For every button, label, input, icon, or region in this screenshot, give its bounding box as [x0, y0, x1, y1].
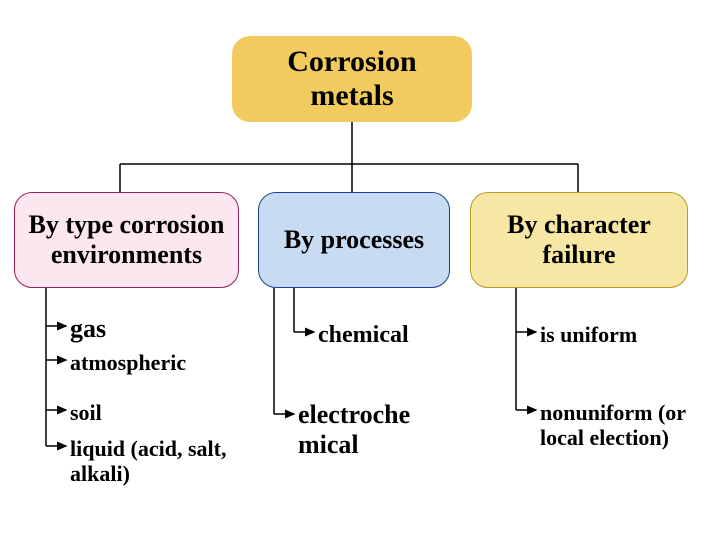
leaf-soil: soil: [70, 400, 102, 425]
category-label: By type corrosion environments: [25, 210, 228, 270]
leaf-liquid: liquid (acid, salt, alkali): [70, 436, 280, 487]
leaf-uniform: is uniform: [540, 322, 637, 347]
leaf-electrochemical: electroche mical: [298, 400, 468, 460]
leaf-atmospheric: atmospheric: [70, 350, 186, 375]
category-character: By character failure: [470, 192, 688, 288]
category-environments: By type corrosion environments: [14, 192, 239, 288]
root-node: Corrosion metals: [232, 36, 472, 122]
category-label: By processes: [284, 225, 424, 255]
leaf-chemical: chemical: [318, 322, 409, 350]
leaf-gas: gas: [70, 314, 106, 344]
category-label: By character failure: [481, 210, 677, 270]
category-processes: By processes: [258, 192, 450, 288]
root-label: Corrosion metals: [243, 45, 461, 114]
leaf-nonuniform: nonuniform (or local election): [540, 400, 710, 451]
